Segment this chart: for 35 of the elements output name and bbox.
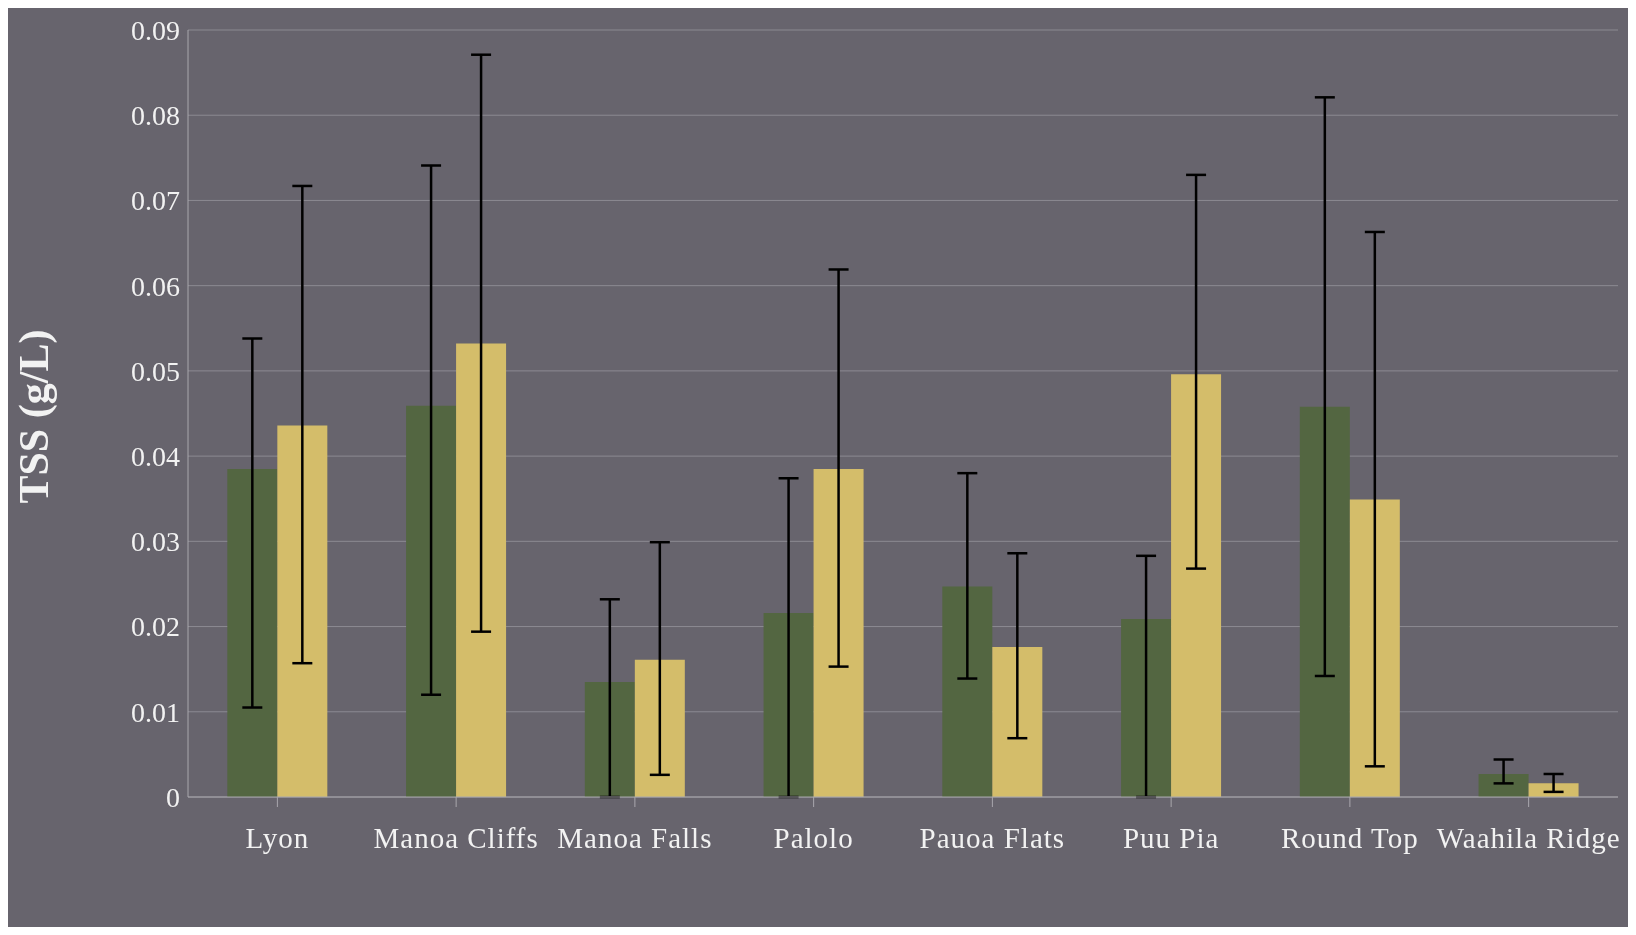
x-tick-label: Waahila Ridge xyxy=(1436,821,1621,854)
x-tick-label: Palolo xyxy=(773,821,854,854)
bar xyxy=(406,405,457,797)
bar xyxy=(763,612,814,797)
y-tick-label: 0.07 xyxy=(131,185,180,217)
bar xyxy=(277,425,328,797)
x-tick-label: Lyon xyxy=(245,821,310,854)
bar xyxy=(584,681,635,797)
bar xyxy=(1171,374,1222,797)
y-tick-label: 0.08 xyxy=(131,100,180,132)
bar xyxy=(227,468,278,797)
y-tick-label: 0 xyxy=(166,781,180,813)
bar xyxy=(1121,618,1172,797)
x-tick-label: Manoa Cliffs xyxy=(373,821,539,854)
y-tick-label: 0.01 xyxy=(131,696,180,728)
y-tick-label: 0.05 xyxy=(131,355,180,387)
x-tick-label: Manoa Falls xyxy=(557,821,713,854)
y-tick-label: 0.06 xyxy=(131,270,180,302)
x-tick-label: Pauoa Flats xyxy=(919,821,1066,854)
y-axis-title: TSS (g/L) xyxy=(10,329,58,504)
bar xyxy=(456,343,507,797)
x-tick-label: Puu Pia xyxy=(1122,821,1220,854)
bar xyxy=(1528,783,1579,797)
bar xyxy=(1299,406,1350,797)
bar xyxy=(942,586,993,797)
y-tick-label: 0.04 xyxy=(131,441,180,473)
bar xyxy=(634,659,685,797)
bar xyxy=(992,647,1043,797)
bar xyxy=(1478,773,1529,797)
bar xyxy=(1349,499,1400,797)
x-tick-label: Round Top xyxy=(1280,821,1419,854)
bar xyxy=(813,468,864,797)
y-tick-label: 0.09 xyxy=(131,14,180,46)
y-tick-label: 0.03 xyxy=(131,526,180,558)
y-tick-label: 0.02 xyxy=(131,611,180,643)
